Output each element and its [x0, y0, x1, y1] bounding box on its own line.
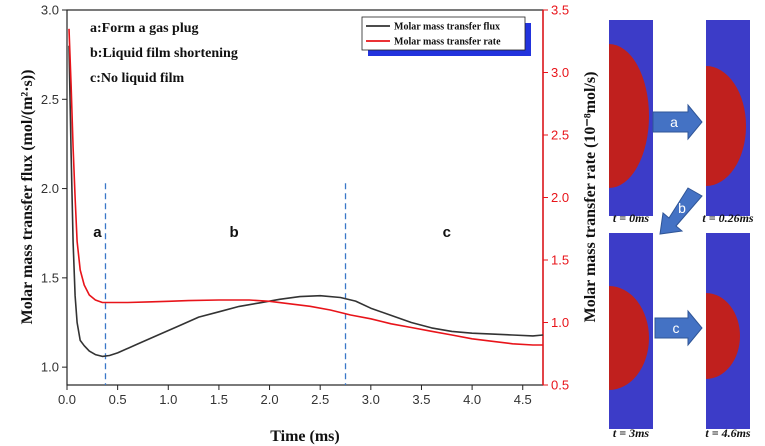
- snapshot-1-label: t = 0ms: [613, 211, 650, 225]
- x-tick-label: 3.5: [412, 392, 430, 407]
- right-y-tick-label: 3.5: [551, 3, 569, 18]
- snapshot-2: t = 0.26ms: [702, 20, 754, 225]
- right-y-axis-ticks: 0.5 1.0 1.5 2.0 2.5 3.0 3.5: [543, 3, 569, 393]
- legend-label-flux: Molar mass transfer flux: [394, 22, 500, 33]
- snapshot-1: t = 0ms: [609, 20, 653, 225]
- transition-arrow-a: a: [652, 103, 703, 141]
- x-tick-label: 4.5: [514, 392, 532, 407]
- snapshot-3-label: t = 3ms: [613, 426, 650, 440]
- snapshot-4-label: t = 4.6ms: [705, 426, 751, 440]
- x-tick-label: 4.0: [463, 392, 481, 407]
- plot-frame: [66, 9, 544, 386]
- left-y-tick-label: 1.5: [41, 270, 59, 285]
- transition-arrow-a-label: a: [670, 114, 678, 130]
- x-tick-label: 2.0: [261, 392, 279, 407]
- x-axis-label: Time (ms): [270, 428, 339, 445]
- right-y-tick-label: 3.0: [551, 65, 569, 80]
- right-y-axis-label: Molar mass transfer rate (10⁻⁸mol/s): [582, 72, 599, 323]
- flux-series-line: [68, 45, 544, 358]
- annotation-b: b:Liquid film shortening: [90, 46, 238, 61]
- x-tick-label: 3.0: [362, 392, 380, 407]
- x-axis-ticks: 0.0 0.5 1.0 1.5 2.0 2.5 3.0 3.5 4.0 4.5: [58, 385, 532, 407]
- right-y-tick-label: 2.0: [551, 190, 569, 205]
- left-y-axis-label: Molar mass transfer flux (mol/(m²·s)): [19, 70, 36, 325]
- rate-series-line: [68, 28, 543, 346]
- x-tick-label: 0.5: [109, 392, 127, 407]
- snapshot-panels: t = 0ms t = 0.26ms t = 3ms t = 4.6ms: [609, 20, 754, 440]
- x-tick-label: 0.0: [58, 392, 76, 407]
- right-y-tick-label: 1.5: [551, 253, 569, 268]
- x-tick-label: 2.5: [311, 392, 329, 407]
- x-tick-label: 1.5: [210, 392, 228, 407]
- left-y-tick-label: 1.0: [41, 360, 59, 375]
- snapshot-3: t = 3ms: [609, 233, 653, 440]
- snapshot-2-label: t = 0.26ms: [702, 211, 754, 225]
- left-y-axis-ticks: 1.0 1.5 2.0 2.5 3.0: [41, 3, 67, 375]
- phase-label-c: c: [443, 224, 451, 241]
- phase-boundary-lines: [104, 183, 347, 385]
- x-tick-label: 1.0: [159, 392, 177, 407]
- annotation-a: a:Form a gas plug: [90, 21, 199, 36]
- right-y-tick-label: 1.0: [551, 315, 569, 330]
- legend: Molar mass transfer flux Molar mass tran…: [361, 16, 531, 56]
- data-series: [68, 28, 544, 358]
- snapshot-4: t = 4.6ms: [705, 233, 751, 440]
- right-y-tick-label: 0.5: [551, 378, 569, 393]
- left-y-tick-label: 2.5: [41, 92, 59, 107]
- transition-arrow-c: c: [654, 309, 703, 347]
- transition-arrow-b-label: b: [678, 200, 686, 216]
- phase-label-a: a: [93, 224, 102, 241]
- legend-label-rate: Molar mass transfer rate: [394, 37, 501, 48]
- annotation-c: c:No liquid film: [90, 71, 184, 86]
- left-y-tick-label: 2.0: [41, 181, 59, 196]
- phase-labels: a b c: [93, 224, 451, 241]
- phase-label-b: b: [230, 224, 239, 241]
- left-y-tick-label: 3.0: [41, 3, 59, 18]
- transition-arrow-b: b: [659, 187, 703, 235]
- transition-arrow-c-label: c: [673, 320, 680, 336]
- right-y-tick-label: 2.5: [551, 128, 569, 143]
